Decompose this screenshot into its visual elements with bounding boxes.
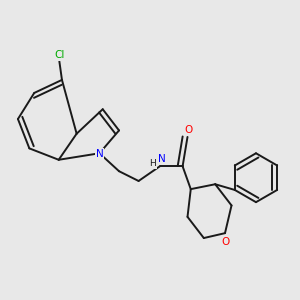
Text: O: O [221, 237, 229, 247]
Text: Cl: Cl [54, 50, 64, 60]
Text: N: N [96, 149, 103, 159]
Text: N: N [158, 154, 165, 164]
Text: O: O [184, 125, 193, 135]
Text: H: H [149, 159, 156, 168]
